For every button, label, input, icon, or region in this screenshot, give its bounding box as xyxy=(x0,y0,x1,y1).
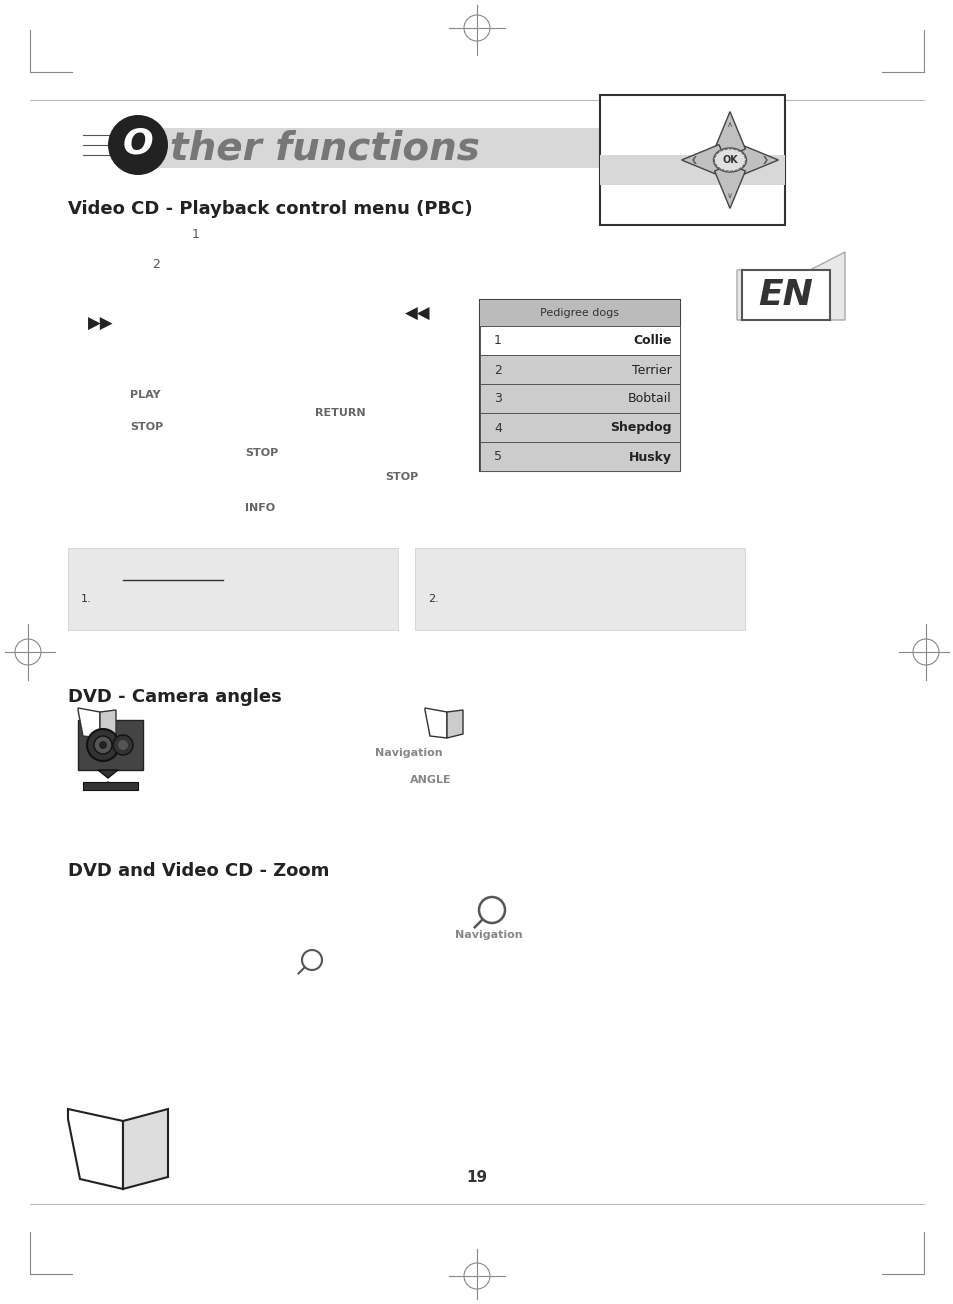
Text: STOP: STOP xyxy=(130,422,163,432)
Text: 4: 4 xyxy=(494,421,501,434)
Text: ∧: ∧ xyxy=(726,120,732,129)
Text: RETURN: RETURN xyxy=(314,408,365,419)
Text: Navigation: Navigation xyxy=(455,930,522,940)
Circle shape xyxy=(112,735,132,755)
Text: INFO: INFO xyxy=(245,503,274,512)
Text: STOP: STOP xyxy=(385,472,417,482)
Bar xyxy=(479,442,679,471)
Bar xyxy=(415,548,744,630)
Polygon shape xyxy=(100,709,116,738)
Circle shape xyxy=(87,729,119,762)
Polygon shape xyxy=(78,708,100,738)
Text: 2.: 2. xyxy=(428,595,438,604)
Text: Collie: Collie xyxy=(633,335,671,347)
Text: ANGLE: ANGLE xyxy=(410,775,451,785)
Bar xyxy=(78,720,143,769)
Text: PLAY: PLAY xyxy=(130,390,160,400)
Text: ◀◀: ◀◀ xyxy=(405,305,430,323)
Circle shape xyxy=(108,115,168,175)
Polygon shape xyxy=(98,769,118,778)
Text: 2: 2 xyxy=(152,258,160,271)
Text: Terrier: Terrier xyxy=(632,364,671,377)
Polygon shape xyxy=(123,1108,168,1189)
Bar xyxy=(479,300,679,326)
Text: DVD - Camera angles: DVD - Camera angles xyxy=(68,689,281,705)
Bar xyxy=(68,548,397,630)
Polygon shape xyxy=(737,252,844,319)
Bar xyxy=(479,355,679,383)
Text: Video CD - Playback control menu (PBC): Video CD - Playback control menu (PBC) xyxy=(68,200,472,218)
Text: O: O xyxy=(123,126,153,160)
Circle shape xyxy=(99,741,107,748)
Bar xyxy=(83,782,138,790)
Text: Bobtail: Bobtail xyxy=(628,393,671,406)
Text: 2: 2 xyxy=(494,364,501,377)
Bar xyxy=(599,95,784,226)
Bar xyxy=(479,413,679,442)
Bar xyxy=(741,270,829,319)
Text: 1: 1 xyxy=(192,228,200,241)
Ellipse shape xyxy=(713,147,745,172)
Circle shape xyxy=(94,735,112,754)
Text: Navigation: Navigation xyxy=(375,748,442,758)
Polygon shape xyxy=(98,782,118,790)
Circle shape xyxy=(118,739,128,750)
Text: Pedigree dogs: Pedigree dogs xyxy=(540,308,618,318)
Text: OK: OK xyxy=(721,155,737,166)
Text: ▶▶: ▶▶ xyxy=(88,316,113,333)
Text: ❯: ❯ xyxy=(760,155,768,164)
Text: STOP: STOP xyxy=(245,449,278,458)
Text: 1: 1 xyxy=(494,335,501,347)
Bar xyxy=(479,326,679,355)
Text: ❮: ❮ xyxy=(691,155,698,164)
Polygon shape xyxy=(714,112,744,155)
Bar xyxy=(479,383,679,413)
Polygon shape xyxy=(68,1108,123,1189)
Bar xyxy=(599,155,784,185)
Text: Shepdog: Shepdog xyxy=(610,421,671,434)
Text: Husky: Husky xyxy=(628,450,671,463)
Polygon shape xyxy=(424,708,447,738)
Polygon shape xyxy=(714,164,744,209)
Text: 3: 3 xyxy=(494,393,501,406)
Bar xyxy=(479,300,679,471)
Text: EN: EN xyxy=(758,278,813,312)
Polygon shape xyxy=(447,709,462,738)
Text: ∨: ∨ xyxy=(726,190,732,200)
Text: 1.: 1. xyxy=(81,595,91,604)
Polygon shape xyxy=(680,145,725,176)
Text: DVD and Video CD - Zoom: DVD and Video CD - Zoom xyxy=(68,862,329,880)
Text: ther functions: ther functions xyxy=(170,130,479,168)
Polygon shape xyxy=(734,145,778,176)
Bar xyxy=(130,128,659,168)
Text: 5: 5 xyxy=(494,450,501,463)
Text: 19: 19 xyxy=(466,1170,487,1185)
